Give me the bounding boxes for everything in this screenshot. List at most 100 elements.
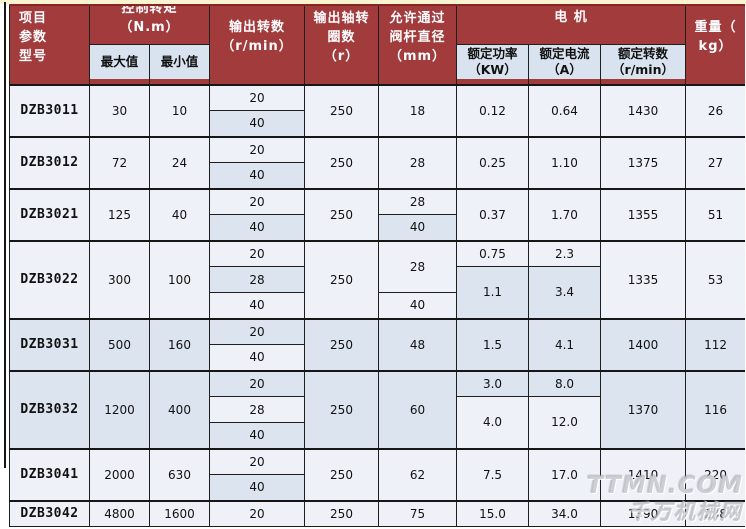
cell-motor-speed: 1400	[599, 317, 687, 371]
cell-stem-diameter: 48	[378, 317, 457, 371]
cell-torque-max: 30	[89, 83, 150, 137]
table-subrow: 40 40	[10, 292, 746, 319]
cell-output-turns: 250	[304, 135, 379, 189]
cell-torque-max: 2000	[89, 447, 150, 501]
table-row: DZB3021 125 40 20 250 28 0.37 1.70 1355 …	[9, 187, 745, 241]
cell-torque-min: 160	[149, 317, 210, 371]
cell-torque-min: 24	[149, 135, 210, 189]
col-header-control-torque: 控制转矩 （N.m）	[89, 6, 210, 45]
cell-stem-diameter: 40	[378, 214, 457, 241]
cell-motor-current: 2.3	[528, 239, 601, 267]
cell-output-speed: 20	[209, 369, 305, 397]
cell-weight: 116	[685, 369, 745, 449]
page-top-band	[0, 0, 746, 4]
torque-max-label: 最大值	[90, 45, 149, 79]
col-header-weight: 重量（ kg）	[685, 6, 745, 85]
cell-motor-current: 1.10	[528, 135, 601, 189]
cell-model: DZB3032	[9, 369, 90, 449]
cell-output-speed: 20	[209, 317, 305, 345]
col-header-motor-speed: 额定转数 （r/min）	[599, 44, 687, 85]
col-header-output-turns: 输出轴转 圈数 （r）	[304, 6, 379, 85]
table-row: DZB3011 30 10 20 250 18 0.12 0.64 1430 2…	[9, 83, 745, 137]
cell-stem-diameter: 60	[378, 369, 457, 449]
cell-torque-max: 300	[89, 239, 150, 319]
table-row: DZB3031 500 160 20 250 48 1.5 4.1 1400 1…	[9, 317, 745, 371]
cell-motor-power: 15.0	[456, 499, 529, 527]
table-subrow: 40	[10, 162, 746, 189]
motor-speed-label: 额定转数 （r/min）	[601, 45, 685, 79]
cell-model: DZB3021	[9, 187, 90, 241]
table-subrow: 40	[10, 110, 746, 137]
cell-torque-max: 1200	[89, 369, 150, 449]
cell-motor-speed: 1370	[599, 369, 687, 449]
cell-output-speed: 28	[209, 266, 305, 293]
cell-torque-max: 500	[89, 317, 150, 371]
motor-power-label: 额定功率 （KW）	[457, 45, 528, 79]
cell-motor-power: 1.1	[456, 266, 529, 319]
col-header-torque-min: 最小值	[149, 44, 210, 85]
table-row: DZB3041 2000 630 20 250 62 7.5 17.0 1410…	[9, 447, 745, 501]
cell-model: DZB3022	[9, 239, 90, 319]
cell-torque-min: 630	[149, 447, 210, 501]
col-header-torque-max: 最大值	[89, 44, 150, 85]
cell-motor-power: 0.37	[456, 187, 529, 241]
table-subrow: 40	[10, 422, 746, 449]
cell-output-turns: 250	[304, 499, 379, 527]
cell-output-turns: 250	[304, 187, 379, 241]
cell-output-speed: 40	[209, 110, 305, 137]
cell-motor-current: 8.0	[528, 369, 601, 397]
cell-stem-diameter: 75	[378, 499, 457, 527]
cell-stem-diameter: 18	[378, 83, 457, 137]
cell-motor-speed: 1355	[599, 187, 687, 241]
cell-weight: 220	[685, 447, 745, 501]
cell-motor-current: 17.0	[528, 447, 601, 501]
table-row: DZB3022 300 100 20 250 28 0.75 2.3 1335 …	[9, 239, 745, 319]
cell-output-speed: 40	[209, 344, 305, 371]
cell-motor-speed: 1335	[599, 239, 687, 319]
cell-output-speed: 40	[209, 422, 305, 449]
cell-torque-max: 4800	[89, 499, 150, 527]
cell-motor-current: 34.0	[528, 499, 601, 527]
cell-weight: 27	[685, 135, 745, 189]
table-body: DZB3011 30 10 20 250 18 0.12 0.64 1430 2…	[9, 83, 746, 527]
spec-table-container: 项目 参数 型号 控制转矩 （N.m） 输出转数 （r/min） 输出轴转 圈数…	[9, 4, 745, 529]
cell-output-speed: 28	[209, 396, 305, 423]
cell-motor-current: 3.4	[528, 266, 601, 319]
cell-torque-min: 400	[149, 369, 210, 449]
cell-stem-diameter: 28	[378, 135, 457, 189]
cell-torque-min: 40	[149, 187, 210, 241]
cell-torque-min: 100	[149, 239, 210, 319]
page-left-border-line	[4, 2, 6, 468]
table-row: DZB3032 1200 400 20 250 60 3.0 8.0 1370 …	[9, 369, 745, 449]
cell-output-turns: 250	[304, 317, 379, 371]
cell-weight: 238	[685, 499, 745, 527]
cell-motor-power: 0.12	[456, 83, 529, 137]
cell-motor-current: 12.0	[528, 396, 601, 449]
cell-model: DZB3031	[9, 317, 90, 371]
cell-torque-min: 10	[149, 83, 210, 137]
col-header-stem-diameter: 允许通过 阀杆直径 （mm）	[378, 6, 457, 85]
col-header-model: 项目 参数 型号	[9, 6, 90, 85]
cell-output-speed: 20	[209, 499, 305, 527]
col-header-output-speed: 输出转数 （r/min）	[209, 6, 305, 85]
cell-motor-power: 0.25	[456, 135, 529, 189]
cell-torque-max: 125	[89, 187, 150, 241]
cell-output-speed: 20	[209, 447, 305, 475]
table-subrow: 40	[10, 474, 746, 501]
cell-output-turns: 250	[304, 369, 379, 449]
table-subrow: 40 40	[10, 214, 746, 241]
cell-stem-diameter: 28	[378, 187, 457, 215]
cell-motor-power: 7.5	[456, 447, 529, 501]
cell-weight: 53	[685, 239, 745, 319]
cell-motor-speed: 1390	[599, 499, 687, 527]
cell-output-speed: 20	[209, 239, 305, 267]
cell-motor-speed: 1375	[599, 135, 687, 189]
cell-torque-max: 72	[89, 135, 150, 189]
col-header-motor-group: 电 机	[455, 6, 687, 45]
cell-output-speed: 40	[209, 162, 305, 189]
cell-output-turns: 250	[304, 83, 379, 137]
cell-model: DZB3041	[9, 447, 90, 501]
cell-motor-power: 4.0	[456, 396, 529, 449]
cell-model: DZB3012	[9, 135, 90, 189]
cell-motor-power: 0.75	[456, 239, 529, 267]
